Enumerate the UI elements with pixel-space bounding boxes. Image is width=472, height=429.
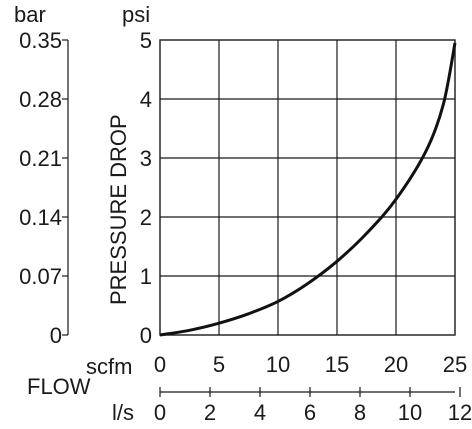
ls-unit-label: l/s [112, 400, 134, 425]
bar-tick-label: 0.21 [19, 146, 62, 171]
plot-frame [159, 39, 456, 336]
x-axis-title: FLOW [27, 374, 91, 399]
ls-tick-label: 12 [448, 400, 472, 425]
ls-tick-label: 8 [354, 400, 366, 425]
scfm-tick-label: 20 [384, 352, 408, 377]
scfm-tick-label: 10 [266, 352, 290, 377]
psi-tick-label: 3 [140, 146, 152, 171]
ls-tick-label: 10 [398, 400, 422, 425]
scfm-tick-label: 5 [213, 352, 225, 377]
pressure-drop-curve [159, 42, 457, 337]
ls-tick-label: 4 [254, 400, 266, 425]
bar-tick-label: 0.28 [19, 87, 62, 112]
axes-layer [62, 39, 461, 397]
bar-tick-label: 0 [50, 323, 62, 348]
series-layer [159, 42, 457, 337]
ls-tick-label: 0 [154, 400, 166, 425]
psi-unit-label: psi [122, 2, 150, 27]
bar-tick-label: 0.14 [19, 205, 62, 230]
scfm-unit-label: scfm [86, 354, 132, 379]
bar-tick-label: 0.07 [19, 264, 62, 289]
ls-tick-label: 2 [204, 400, 216, 425]
bar-unit-label: bar [14, 2, 46, 27]
psi-tick-label: 5 [140, 28, 152, 53]
scfm-tick-label: 15 [325, 352, 349, 377]
grid-lines [160, 40, 455, 335]
psi-tick-label: 1 [140, 264, 152, 289]
psi-tick-label: 4 [140, 87, 152, 112]
bar-tick-label: 0.35 [19, 28, 62, 53]
scfm-tick-label: 0 [154, 352, 166, 377]
plot-area [159, 39, 456, 336]
y-axis-title: PRESSURE DROP [106, 114, 131, 305]
psi-tick-label: 0 [140, 323, 152, 348]
scfm-tick-label: 25 [443, 352, 467, 377]
psi-tick-label: 2 [140, 205, 152, 230]
ls-tick-label: 6 [304, 400, 316, 425]
